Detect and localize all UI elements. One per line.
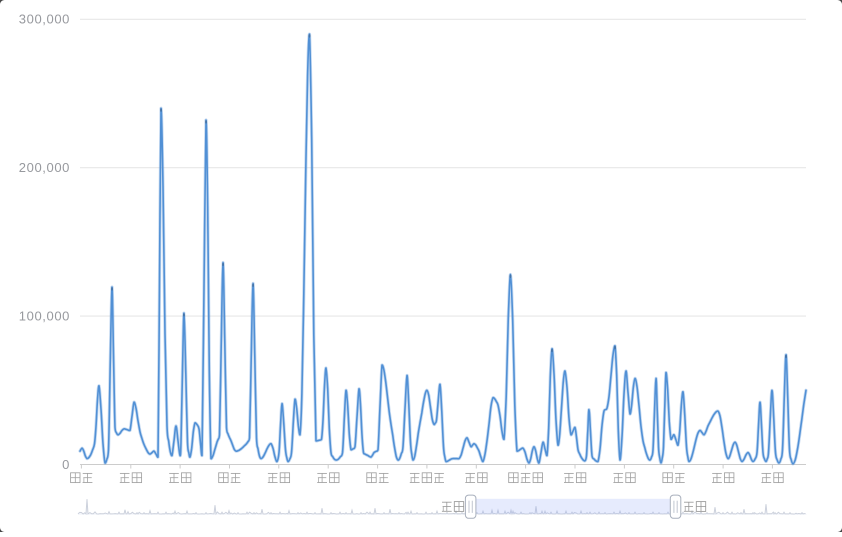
svg-text:300,000: 300,000 — [19, 12, 70, 27]
svg-text:100,000: 100,000 — [19, 308, 70, 323]
svg-text:200,000: 200,000 — [19, 160, 70, 175]
svg-text:0: 0 — [62, 457, 70, 472]
